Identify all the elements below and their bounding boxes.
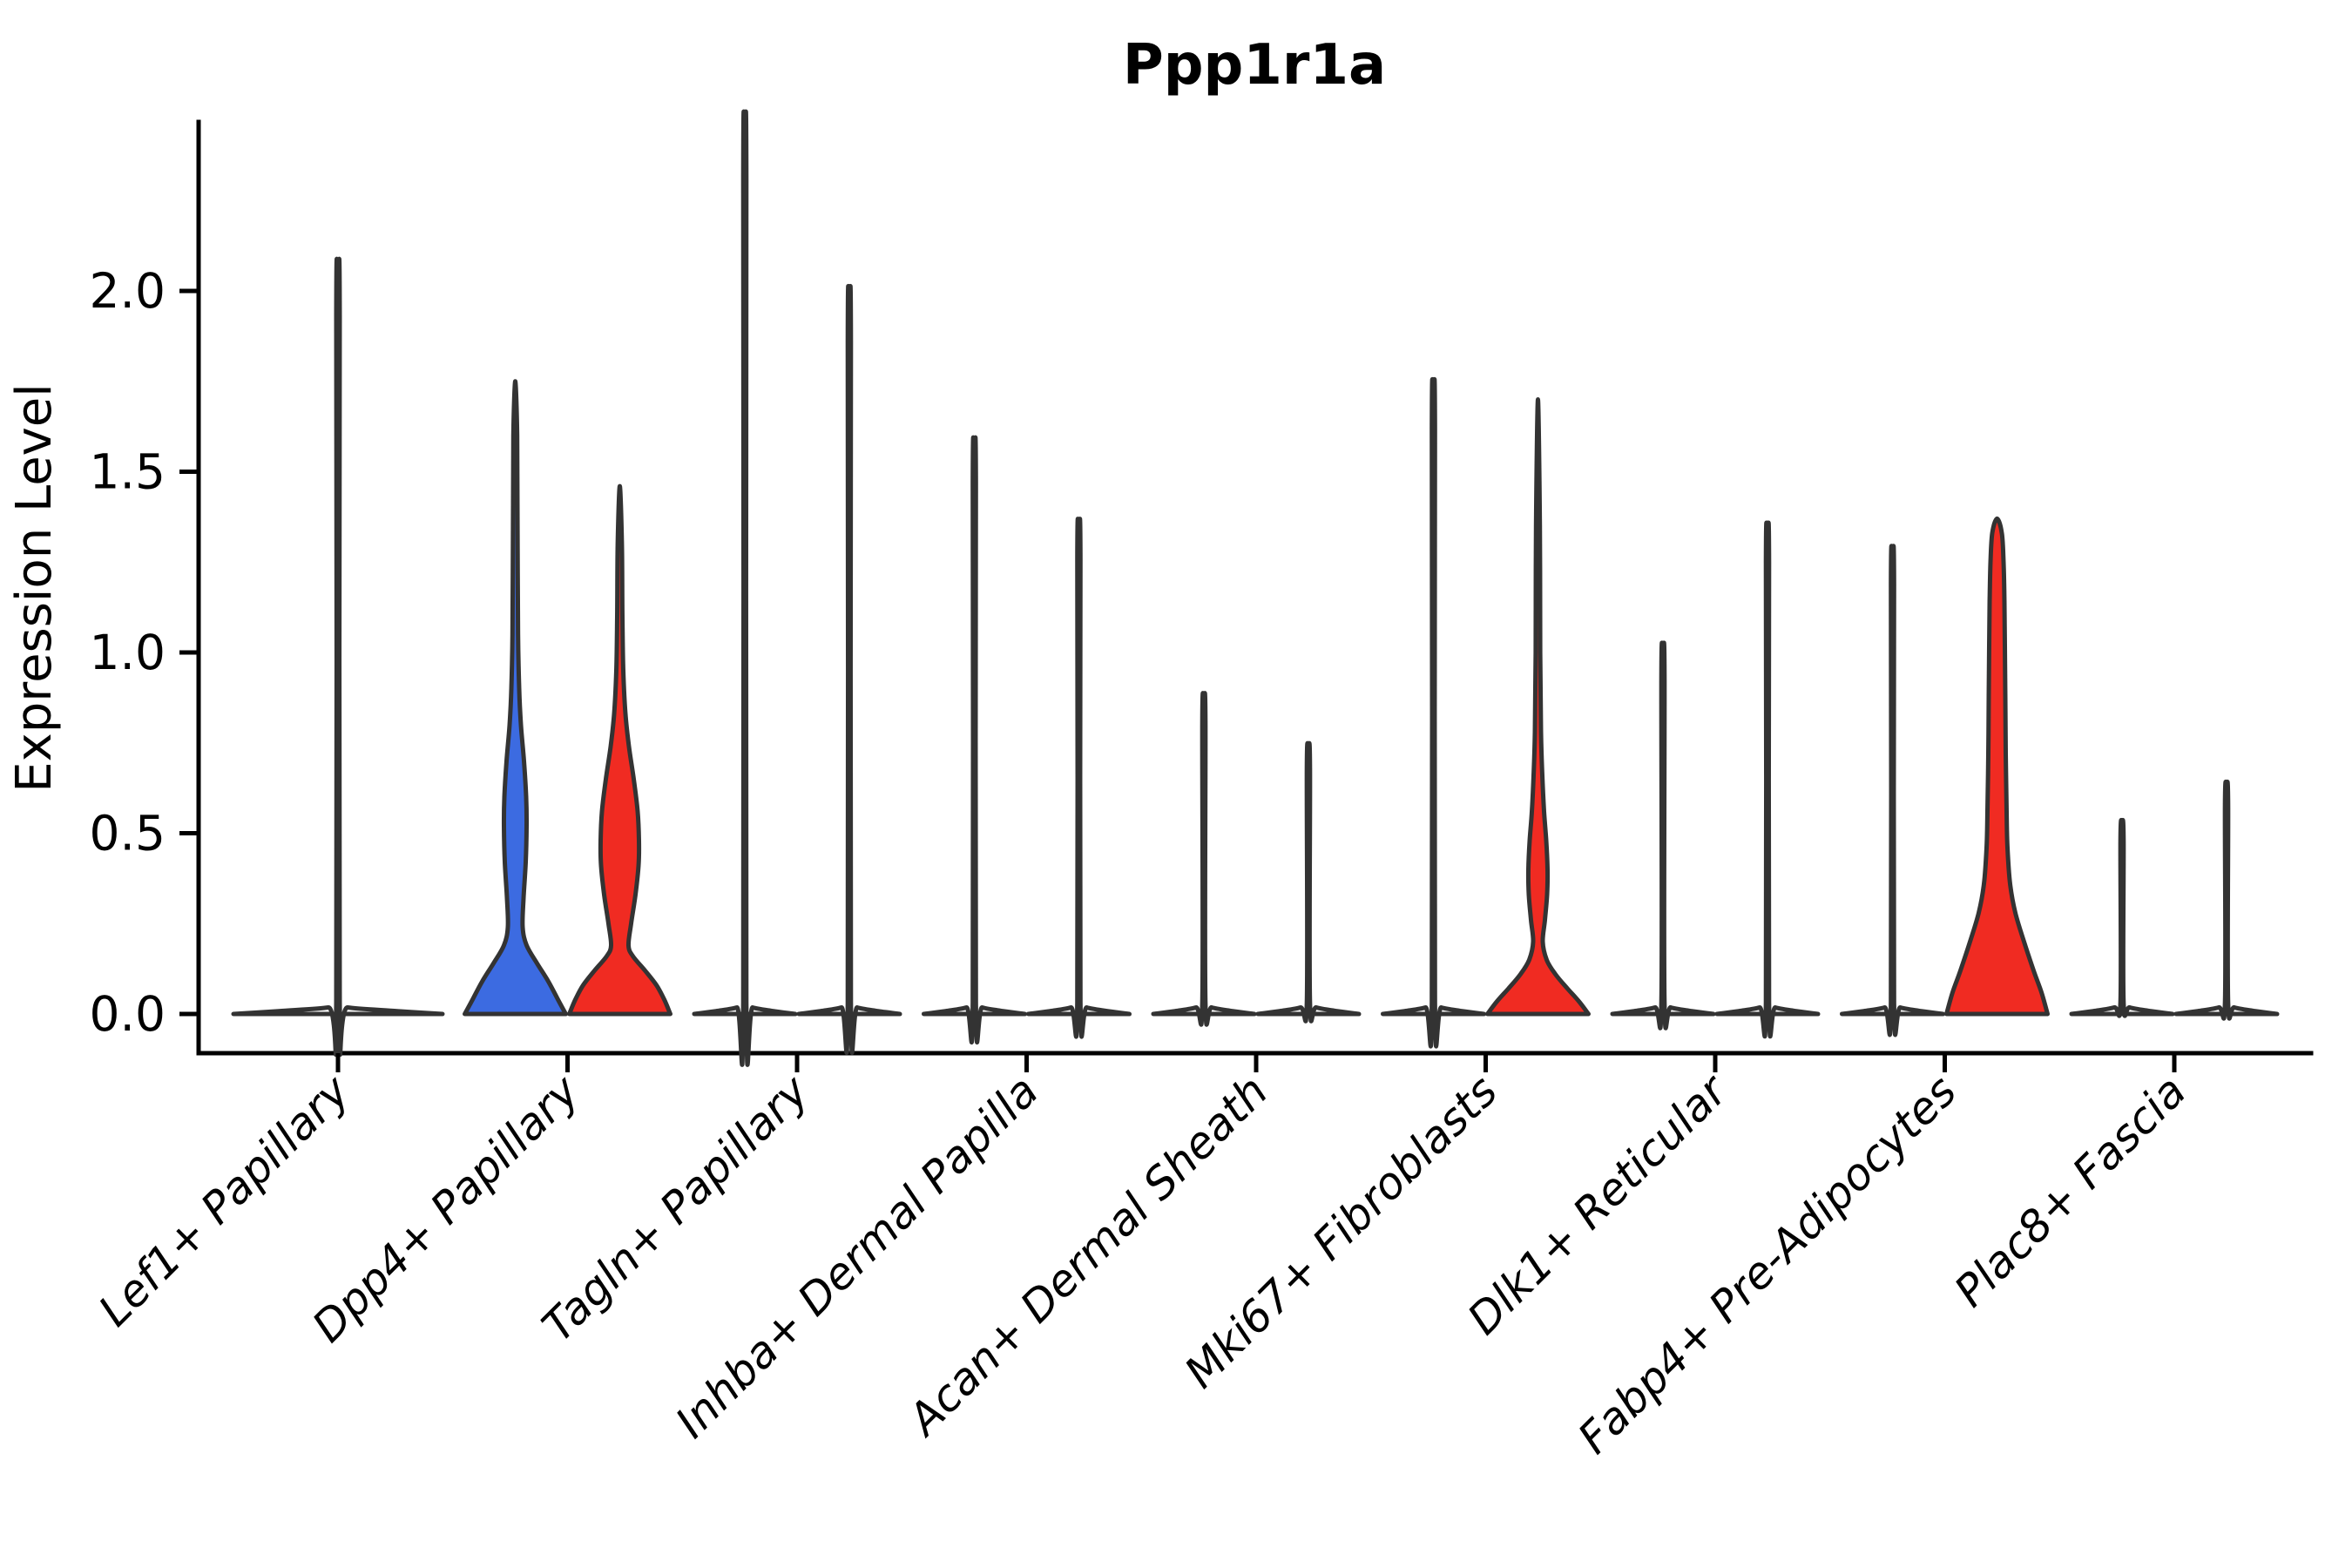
violin-acan-dermal-sheath-left <box>1151 691 1257 1027</box>
chart-title: Ppp1r1a <box>1123 33 1386 98</box>
violin-shapes <box>231 109 2280 1067</box>
violin-plac8-fascia-left <box>2069 818 2175 1018</box>
violin-tagln-papillary-right <box>796 283 902 1055</box>
violin-inhba-dermal-papilla-right <box>1026 517 1132 1039</box>
violin-dlk1-reticular-left <box>1610 640 1716 1031</box>
y-axis-ticks: 0.0 0.5 1.0 1.5 2.0 <box>90 263 199 1042</box>
y-tick-label: 0.5 <box>90 806 166 862</box>
violin-fabp4-pre-adipocytes-right <box>1944 516 2050 1017</box>
violin-mki67-fibroblasts-left <box>1381 376 1486 1049</box>
violin-plac8-fascia-right <box>2173 779 2280 1021</box>
y-tick-label: 2.0 <box>90 263 166 319</box>
y-tick-label: 1.0 <box>90 625 166 680</box>
violin-dlk1-reticular-right <box>1714 520 1821 1039</box>
violin-acan-dermal-sheath-right <box>1255 740 1362 1024</box>
violin-fabp4-pre-adipocytes-left <box>1840 544 1945 1037</box>
y-tick-label: 0.0 <box>90 986 166 1042</box>
violin-mki67-fibroblasts-right <box>1485 397 1591 1017</box>
violin-dpp4-papillary-right <box>567 483 672 1017</box>
violin-dpp4-papillary-left <box>463 379 568 1017</box>
y-tick-label: 1.5 <box>90 444 166 500</box>
violin-inhba-dermal-papilla-left <box>922 435 1027 1045</box>
y-axis-label: Expression Level <box>6 383 63 793</box>
violin-lef1-papillary-center <box>231 256 445 1058</box>
violin-tagln-papillary-left <box>692 109 798 1067</box>
